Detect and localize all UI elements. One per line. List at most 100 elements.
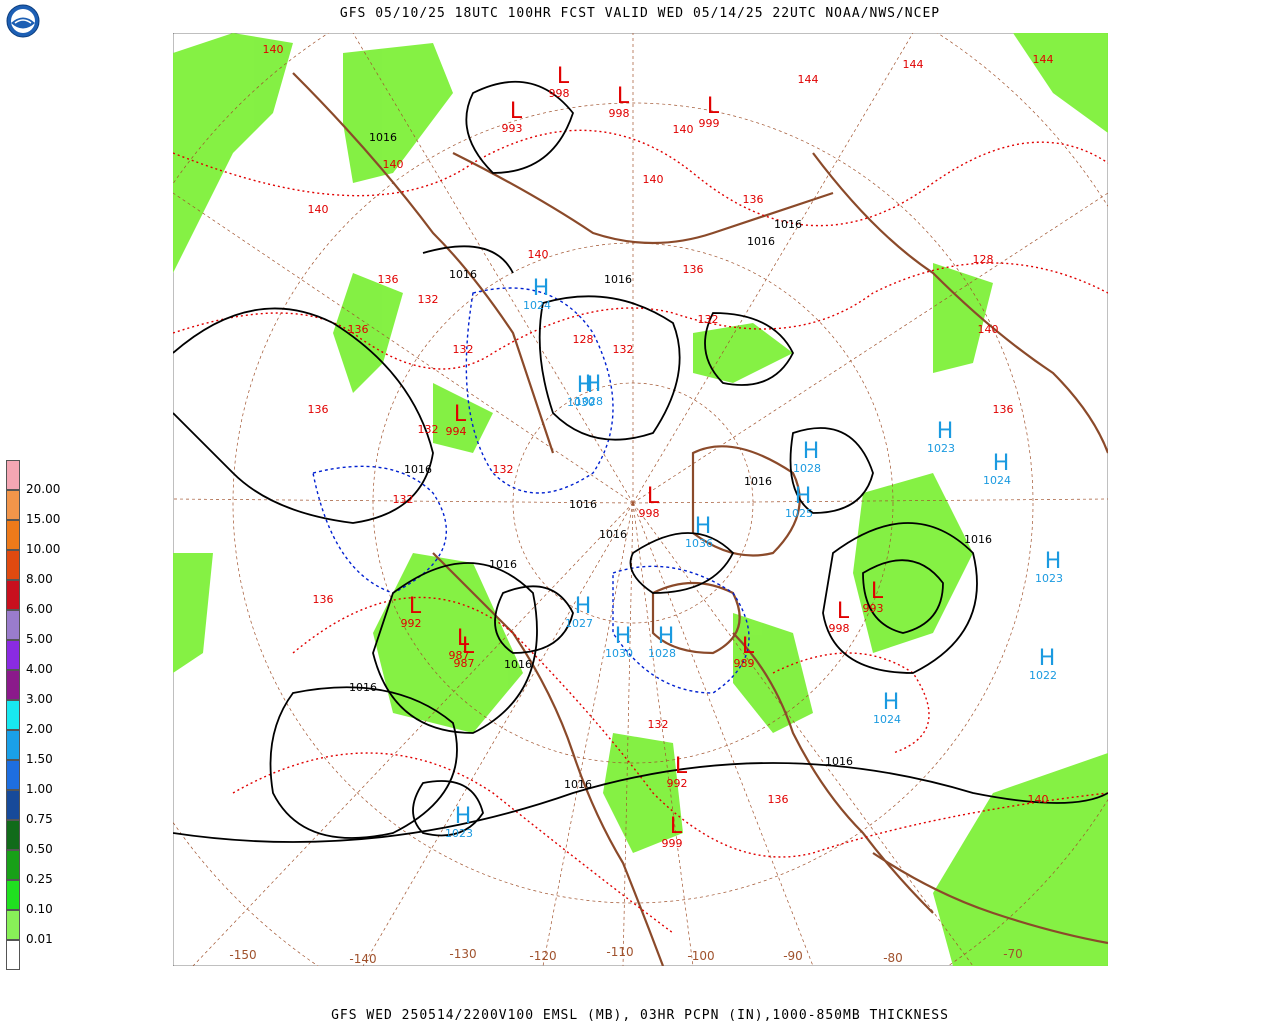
coastlines [292, 72, 1108, 966]
longitude-label: -130 [449, 947, 476, 961]
low-center-value: 987 [454, 657, 475, 670]
thickness-label: 144 [1033, 53, 1054, 66]
isobar-label: 1016 [504, 658, 532, 671]
isobar [494, 585, 574, 654]
low-center-letter: L [617, 84, 630, 109]
thickness-contour [173, 129, 1108, 227]
thickness-label: 136 [743, 193, 764, 206]
isobar-label: 1016 [449, 268, 477, 281]
precip-area [603, 733, 683, 853]
thickness-label: 136 [313, 593, 334, 606]
legend-label: 20.00 [26, 482, 61, 496]
meridian [173, 192, 634, 504]
legend-label: 0.25 [26, 872, 53, 886]
isobar [789, 427, 874, 514]
low-center-letter: L [409, 594, 422, 619]
thickness-label: 136 [378, 273, 399, 286]
precip-area [333, 273, 403, 393]
legend-swatch [6, 910, 20, 940]
isobar [538, 295, 681, 441]
weather-map: H1024H1028H1030H1028H1025H1023H1024H1023… [173, 33, 1108, 966]
thickness-contour [292, 596, 1108, 858]
thickness-label: 140 [528, 248, 549, 261]
thickness-label: 140 [263, 43, 284, 56]
low-center-letter: L [557, 64, 570, 89]
precip-area [433, 383, 493, 453]
isobar [173, 762, 1108, 843]
high-center-value: 1023 [927, 442, 955, 455]
legend-swatch [6, 670, 20, 700]
thickness-label: 140 [978, 323, 999, 336]
thickness-label: 144 [903, 58, 924, 71]
legend-swatch [6, 880, 20, 910]
isobar-label: 1016 [744, 475, 772, 488]
legend-swatch [6, 700, 20, 730]
isobar-labels: 1016 1016 1016 1016 1016 1016 1016 1016 1016 1016… [349, 131, 992, 791]
thickness-label: 140 [308, 203, 329, 216]
isobar-label: 1016 [404, 463, 432, 476]
legend-swatch [6, 940, 20, 970]
longitude-label: -100 [687, 949, 714, 963]
thickness-label: 140 [673, 123, 694, 136]
meridian [192, 502, 634, 966]
high-center-letter: H [575, 594, 592, 619]
isobars [173, 80, 1108, 843]
legend-label: 1.50 [26, 752, 53, 766]
low-center-value: 994 [446, 425, 467, 438]
thickness-label: 140 [1028, 793, 1049, 806]
thickness-label: 144 [798, 73, 819, 86]
longitude-labels: -150 -140 -130 -120 -110 -100 -90 -80 -70 [229, 945, 1022, 966]
thickness-contour [173, 262, 1108, 370]
low-center-value: 992 [401, 617, 422, 630]
legend-label: 4.00 [26, 662, 53, 676]
thickness-warm-contours [173, 129, 1108, 934]
thickness-label: 132 [493, 463, 514, 476]
isobar-label: 1016 [369, 131, 397, 144]
legend-label: 3.00 [26, 692, 53, 706]
meridian [632, 33, 914, 504]
low-center-value: 993 [863, 602, 884, 615]
legend-label: 0.75 [26, 812, 53, 826]
high-center-letter: H [1039, 646, 1056, 671]
longitude-label: -150 [229, 948, 256, 962]
high-center-letter: H [803, 439, 820, 464]
high-center-value: 1023 [1035, 572, 1063, 585]
legend-swatch [6, 820, 20, 850]
longitude-label: -140 [349, 952, 376, 966]
legend-label: 1.00 [26, 782, 53, 796]
precip-area [853, 473, 973, 653]
high-center-value: 1024 [523, 299, 551, 312]
low-center-letter: L [454, 402, 467, 427]
low-center-value: 989 [734, 657, 755, 670]
thickness-contour [232, 752, 674, 934]
low-center-letter: L [462, 634, 475, 659]
low-center-letter: L [675, 754, 688, 779]
high-center-letter: H [1045, 549, 1062, 574]
high-center-letter: H [993, 451, 1010, 476]
precip-area [933, 753, 1108, 966]
thickness-contour [772, 652, 930, 754]
high-center-letter: H [883, 690, 900, 715]
legend-swatch [6, 850, 20, 880]
meridian [622, 502, 634, 966]
isobar [269, 686, 458, 839]
low-center-letter: L [742, 634, 755, 659]
thickness-label: 128 [973, 253, 994, 266]
isobar [412, 780, 484, 837]
thickness-contour [312, 465, 448, 594]
legend-swatch [6, 550, 20, 580]
precip-area [1013, 33, 1108, 133]
low-center-value: 987 [449, 649, 470, 662]
meridian [542, 502, 634, 966]
coastline-caribbean [872, 852, 1108, 945]
thickness-label: 136 [348, 323, 369, 336]
thickness-label: 132 [648, 718, 669, 731]
precip-area [933, 263, 993, 373]
high-center-value: 1024 [983, 474, 1011, 487]
coastline-north-america-east [732, 632, 934, 914]
thickness-label: 132 [418, 293, 439, 306]
legend-label: 5.00 [26, 632, 53, 646]
legend-label: 0.01 [26, 932, 53, 946]
legend-swatch [6, 580, 20, 610]
